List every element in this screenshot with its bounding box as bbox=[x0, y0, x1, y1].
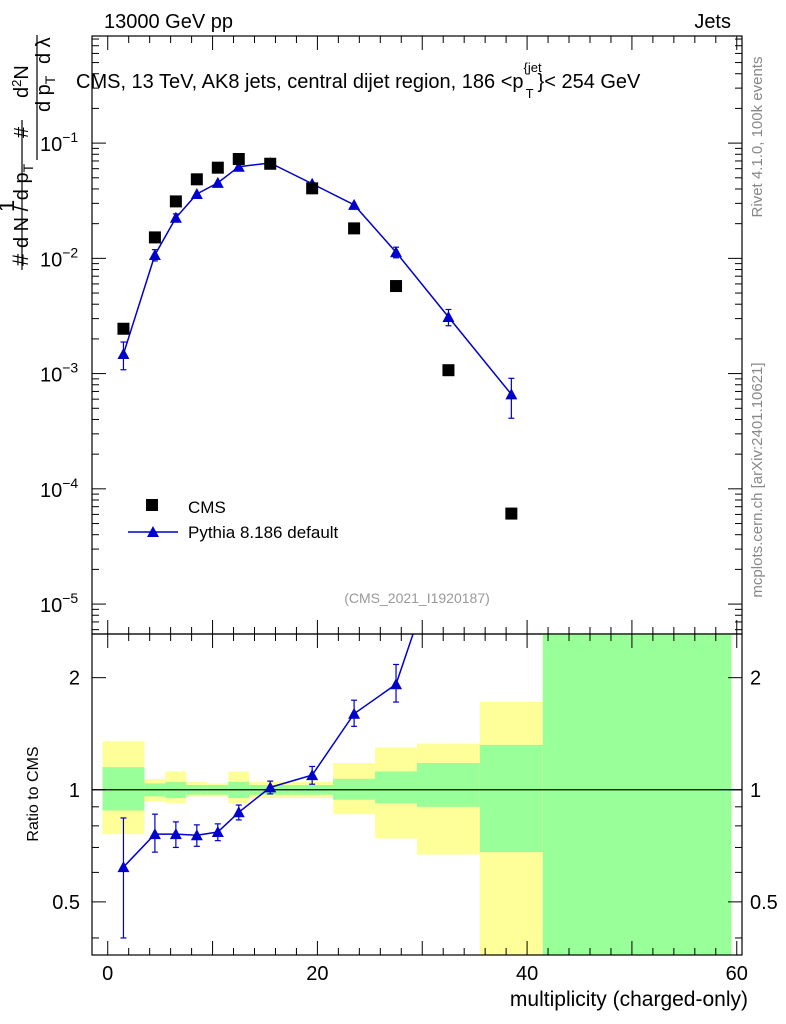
pythia-point bbox=[232, 160, 245, 172]
ratio-y-tick-labels: 0.5 0.5 1 1 2 2 bbox=[52, 668, 778, 914]
ratio-y-axis-label: Ratio to CMS bbox=[25, 746, 42, 841]
main-marks bbox=[117, 152, 518, 520]
pythia-point bbox=[169, 211, 182, 223]
main-y-tick-label: 10−1 bbox=[40, 129, 78, 156]
ratio-point bbox=[348, 707, 361, 719]
x-tick-label: 20 bbox=[306, 963, 328, 985]
x-tick-label: 40 bbox=[516, 963, 538, 985]
ratio-point bbox=[390, 678, 403, 690]
x-tick-label: 0 bbox=[102, 963, 113, 985]
ratio-y-tick-label-right: 0.5 bbox=[750, 892, 778, 914]
main-y-tick-label: 10−4 bbox=[40, 475, 78, 502]
x-tick-label: 60 bbox=[726, 963, 748, 985]
pythia-point bbox=[390, 246, 403, 258]
ratio-axis-ticks bbox=[92, 634, 742, 955]
ratio-point bbox=[264, 781, 277, 793]
main-y-axis-label: # d N / d pT 1 # d pT d λ d2N bbox=[0, 35, 58, 270]
ratio-inner-band bbox=[479, 744, 543, 853]
reference-label: (CMS_2021_I1920187) bbox=[344, 590, 490, 606]
pythia-point bbox=[348, 198, 361, 210]
svg-text:1: 1 bbox=[0, 200, 19, 212]
cms-point bbox=[442, 364, 455, 377]
main-y-tick-labels: 10−1 10−2 10−3 10−4 10−5 bbox=[40, 129, 78, 617]
ratio-inner-band bbox=[375, 771, 417, 804]
legend-pythia-marker bbox=[147, 526, 159, 537]
x-axis-label: multiplicity (charged-only) bbox=[510, 988, 748, 1011]
cms-point bbox=[390, 280, 403, 293]
pythia-point bbox=[505, 388, 518, 400]
pythia-line bbox=[122, 162, 512, 395]
cms-point bbox=[264, 157, 277, 170]
ratio-point bbox=[232, 806, 245, 818]
cms-point bbox=[348, 222, 361, 235]
ratio-point bbox=[306, 769, 319, 781]
ratio-point bbox=[211, 826, 224, 838]
pythia-point bbox=[117, 347, 130, 359]
ratio-y-tick-label: 2 bbox=[69, 668, 80, 690]
cms-point bbox=[117, 322, 130, 335]
category-label: Jets bbox=[694, 11, 731, 33]
main-y-tick-label: 10−3 bbox=[40, 360, 78, 387]
cms-point bbox=[169, 195, 182, 208]
legend-cms-label: CMS bbox=[188, 498, 226, 517]
ratio-bands bbox=[102, 634, 732, 955]
ratio-y-tick-label: 1 bbox=[69, 780, 80, 802]
svg-text:d λ: d λ bbox=[33, 37, 55, 64]
ratio-panel-frame bbox=[91, 633, 743, 956]
cms-point bbox=[306, 182, 319, 195]
ratio-y-tick-label: 0.5 bbox=[52, 892, 80, 914]
svg-text:#: # bbox=[11, 126, 33, 138]
ratio-point bbox=[190, 829, 203, 841]
legend-cms-marker bbox=[146, 499, 158, 511]
cms-point bbox=[211, 161, 224, 174]
pythia-point bbox=[211, 176, 224, 188]
energy-label: 13000 GeV pp bbox=[104, 11, 233, 33]
cms-point bbox=[190, 173, 203, 186]
main-axis-ticks bbox=[92, 36, 742, 634]
pythia-series-line bbox=[122, 162, 512, 395]
pythia-point bbox=[148, 248, 161, 260]
ratio-marks bbox=[117, 663, 403, 939]
mcplots-label: mcplots.cern.ch [arXiv:2401.10621] bbox=[749, 362, 766, 597]
main-y-tick-label: 10−5 bbox=[40, 590, 78, 617]
ratio-point bbox=[148, 828, 161, 840]
svg-text:d2N: d2N bbox=[9, 65, 33, 98]
ratio-point bbox=[169, 828, 182, 840]
legend: CMS Pythia 8.186 default bbox=[128, 498, 339, 542]
legend-pythia-label: Pythia 8.186 default bbox=[188, 523, 339, 542]
main-panel-frame bbox=[91, 35, 743, 635]
pythia-point bbox=[442, 310, 455, 322]
cms-point bbox=[232, 152, 245, 165]
ratio-inner-band bbox=[102, 767, 145, 811]
rivet-label: Rivet 4.1.0, 100k events bbox=[749, 57, 766, 218]
main-title: CMS, 13 TeV, AK8 jets, central dijet reg… bbox=[76, 60, 641, 101]
ratio-inner-band bbox=[417, 763, 480, 807]
svg-text:#: # bbox=[8, 253, 33, 266]
pythia-point bbox=[190, 187, 203, 199]
cms-point bbox=[148, 231, 161, 244]
ratio-y-tick-label-right: 2 bbox=[750, 668, 761, 690]
main-y-tick-label: 10−2 bbox=[40, 244, 78, 271]
ratio-inner-band bbox=[542, 634, 732, 955]
x-tick-labels: 0 20 40 60 bbox=[102, 963, 748, 985]
svg-text:d pT: d pT bbox=[33, 75, 58, 112]
ratio-point bbox=[117, 861, 130, 873]
cms-point bbox=[505, 507, 518, 520]
ratio-y-tick-label-right: 1 bbox=[750, 780, 761, 802]
